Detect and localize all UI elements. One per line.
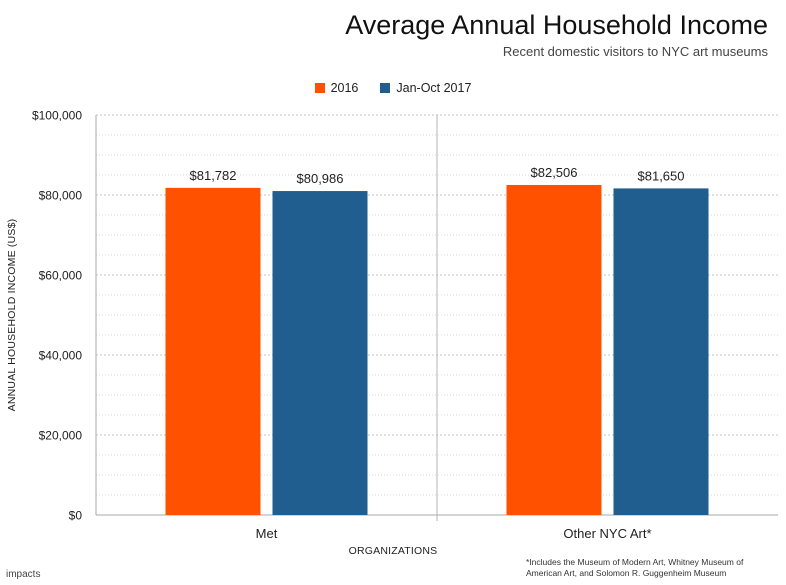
- bar-jan-oct-2017-0: [272, 191, 368, 515]
- y-tick-label: $60,000: [39, 269, 83, 283]
- legend-label-2016: 2016: [330, 81, 359, 95]
- data-label: $81,650: [638, 168, 685, 183]
- footnote: *Includes the Museum of Modern Art, Whit…: [526, 557, 744, 578]
- y-tick-label: $80,000: [39, 189, 83, 203]
- data-label: $82,506: [531, 165, 578, 180]
- legend-swatch-2016: [314, 83, 325, 93]
- bar-2016-0: [165, 187, 261, 515]
- x-axis-label: ORGANIZATIONS: [348, 545, 438, 557]
- y-tick-label: $0: [69, 509, 83, 523]
- y-tick-label: $100,000: [32, 109, 82, 123]
- y-axis-label: ANNUAL HOUSEHOLD INCOME (US$): [6, 218, 18, 412]
- legend-swatch-2017: [380, 83, 391, 93]
- bar-jan-oct-2017-1: [613, 188, 709, 515]
- chart-subtitle: Recent domestic visitors to NYC art muse…: [502, 44, 768, 59]
- legend-item-2017: Jan-Oct 2017: [380, 81, 471, 95]
- data-label: $81,782: [190, 168, 237, 183]
- data-label: $80,986: [297, 171, 344, 186]
- x-tick-label: Met: [256, 526, 278, 541]
- y-tick-label: $40,000: [39, 349, 83, 363]
- brand-logo: impacts: [6, 569, 41, 580]
- legend-item-2016: 2016: [314, 81, 359, 95]
- bar-2016-1: [506, 184, 602, 515]
- legend: 2016 Jan-Oct 2017: [0, 81, 786, 95]
- chart-title: Average Annual Household Income: [345, 10, 768, 40]
- x-tick-label: Other NYC Art*: [563, 526, 651, 541]
- y-tick-label: $20,000: [39, 429, 83, 443]
- legend-label-2017: Jan-Oct 2017: [396, 81, 472, 95]
